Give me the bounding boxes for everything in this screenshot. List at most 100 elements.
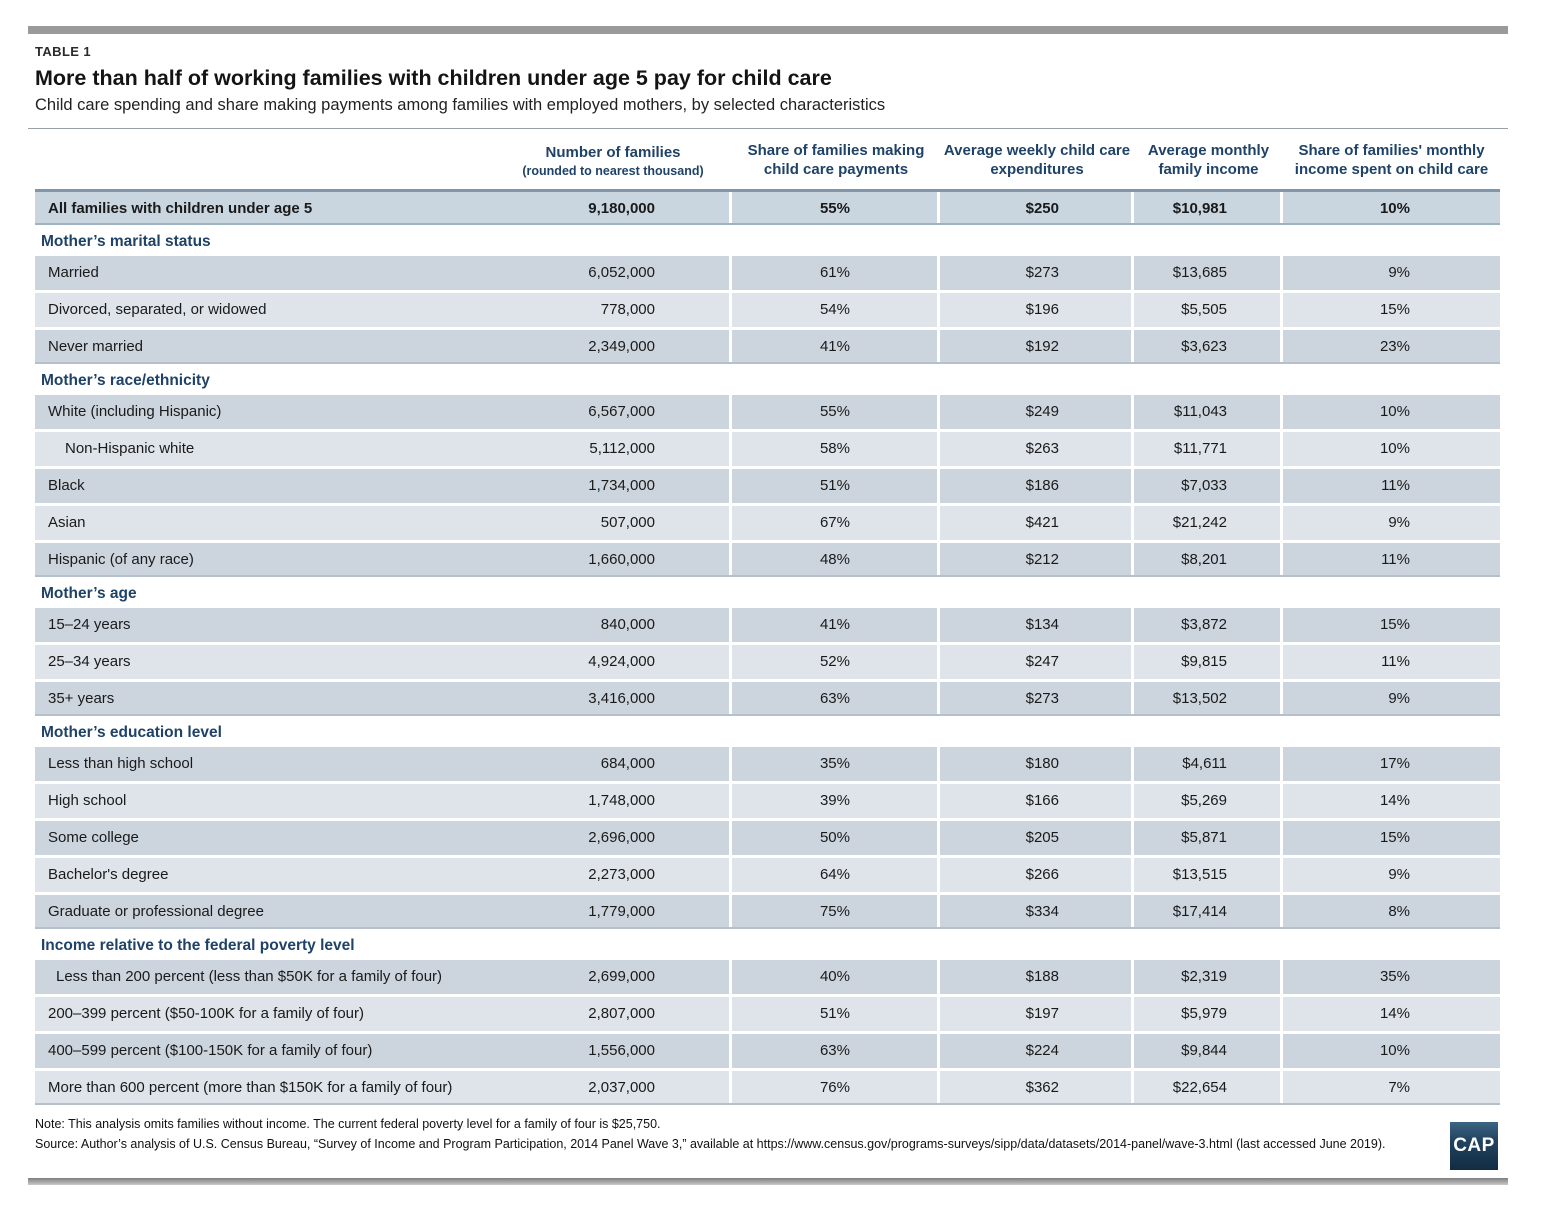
column-header-weekly-expenditures: Average weekly child care expenditures (943, 142, 1131, 179)
row-label: Never married (48, 338, 144, 356)
column-header-number-of-families: Number of families (rounded to nearest t… (494, 143, 732, 179)
cell-share-making-payments: 51% (732, 469, 940, 504)
cell-income-share-on-care: 9% (1388, 866, 1410, 884)
cell-number-of-families: 840,000 (494, 608, 732, 643)
bottom-divider-bar (28, 1178, 1508, 1185)
cell-weekly-expenditures: $273 (940, 256, 1134, 291)
table-row: Divorced, separated, or widowed 778,000 54… (35, 293, 1500, 328)
cell-income-share-on-care: 15% (1379, 301, 1410, 319)
row-label: Non-Hispanic white (65, 440, 195, 458)
cell-monthly-income: $13,515 (1134, 858, 1283, 893)
cell-number-of-families: 1,556,000 (494, 1034, 732, 1069)
cell-monthly-income: $9,844 (1134, 1034, 1283, 1069)
cell-weekly-expenditures: $212 (940, 543, 1134, 576)
cell-weekly-expenditures: $197 (940, 997, 1134, 1032)
table-row: Hispanic (of any race) 1,660,000 48% $212 $8… (35, 543, 1500, 578)
cell-monthly-income: $4,611 (1134, 747, 1283, 782)
cell-weekly-expenditures: $205 (940, 821, 1134, 856)
cell-number-of-families: 5,112,000 (494, 432, 732, 467)
table-header-row: Number of families (rounded to nearest t… (35, 129, 1500, 189)
table-row: Black 1,734,000 51% $186 $7,033 11% (35, 469, 1500, 504)
cell-weekly-expenditures: $186 (940, 469, 1134, 504)
table-row: Married 6,052,000 61% $273 $13,685 9% (35, 256, 1500, 291)
cell-monthly-income: $11,043 (1134, 395, 1283, 430)
cell-share-making-payments: 51% (732, 997, 940, 1032)
cell-income-share-on-care: 11% (1381, 653, 1410, 671)
column-header-share-making-payments: Share of families making child care paym… (747, 142, 925, 179)
cell-income-share-on-care: 10% (1379, 200, 1410, 218)
row-label: Graduate or professional degree (48, 903, 264, 921)
cell-weekly-expenditures: $250 (940, 192, 1134, 224)
cell-weekly-expenditures: $192 (940, 330, 1134, 363)
cell-number-of-families: 4,924,000 (494, 645, 732, 680)
table-row: Some college 2,696,000 50% $205 $5,871 15% (35, 821, 1500, 856)
table-row: 200–399 percent ($50-100K for a family o… (35, 997, 1500, 1032)
table-row: High school 1,748,000 39% $166 $5,269 14% (35, 784, 1500, 819)
cell-share-making-payments: 41% (732, 608, 940, 643)
cell-share-making-payments: 67% (732, 506, 940, 541)
cell-income-share-on-care: 8% (1388, 903, 1410, 921)
cell-number-of-families: 2,696,000 (494, 821, 732, 856)
cell-number-of-families: 778,000 (494, 293, 732, 328)
row-label: All families with children under age 5 (48, 200, 313, 218)
cell-number-of-families: 2,349,000 (494, 330, 732, 363)
cell-weekly-expenditures: $266 (940, 858, 1134, 893)
row-label: More than 600 percent (more than $150K f… (48, 1079, 453, 1097)
column-header-label: Number of families (545, 144, 681, 162)
cell-income-share-on-care: 7% (1388, 1079, 1410, 1097)
cell-income-share-on-care: 10% (1379, 403, 1410, 421)
cell-share-making-payments: 76% (732, 1071, 940, 1104)
cell-monthly-income: $7,033 (1134, 469, 1283, 504)
cell-weekly-expenditures: $196 (940, 293, 1134, 328)
cell-monthly-income: $8,201 (1134, 543, 1283, 576)
table-row: 25–34 years 4,924,000 52% $247 $9,815 11% (35, 645, 1500, 680)
cell-monthly-income: $5,871 (1134, 821, 1283, 856)
cell-share-making-payments: 52% (732, 645, 940, 680)
cell-number-of-families: 2,699,000 (494, 960, 732, 995)
cell-weekly-expenditures: $249 (940, 395, 1134, 430)
table-row: Bachelor's degree 2,273,000 64% $266 $13,515… (35, 858, 1500, 893)
cell-income-share-on-care: 10% (1379, 440, 1410, 458)
row-label: Hispanic (of any race) (48, 551, 194, 569)
row-label: 35+ years (48, 690, 115, 708)
row-label: Bachelor's degree (48, 866, 169, 884)
table-row: Graduate or professional degree 1,779,000… (35, 895, 1500, 930)
cell-monthly-income: $17,414 (1134, 895, 1283, 928)
cell-number-of-families: 2,037,000 (494, 1071, 732, 1104)
cell-monthly-income: $22,654 (1134, 1071, 1283, 1104)
section-header: Mother’s age (41, 585, 137, 603)
cell-share-making-payments: 35% (732, 747, 940, 782)
cell-weekly-expenditures: $180 (940, 747, 1134, 782)
cell-number-of-families: 507,000 (494, 506, 732, 541)
page-title: More than half of working families with … (35, 66, 832, 90)
section-header: Mother’s marital status (41, 233, 211, 251)
cell-number-of-families: 2,273,000 (494, 858, 732, 893)
cell-weekly-expenditures: $421 (940, 506, 1134, 541)
cell-share-making-payments: 50% (732, 821, 940, 856)
cell-share-making-payments: 64% (732, 858, 940, 893)
table-row: Less than 200 percent (less than $50K fo… (35, 960, 1500, 995)
row-label: Less than high school (48, 755, 194, 773)
cell-weekly-expenditures: $247 (940, 645, 1134, 680)
cell-share-making-payments: 55% (732, 395, 940, 430)
column-header-monthly-income: Average monthly family income (1147, 142, 1270, 179)
table-number-label: TABLE 1 (35, 44, 92, 59)
cell-share-making-payments: 48% (732, 543, 940, 576)
cell-number-of-families: 1,734,000 (494, 469, 732, 504)
table-sections: Mother’s marital status Married 6,052,000 6… (35, 225, 1500, 1106)
cell-share-making-payments: 41% (732, 330, 940, 363)
cell-monthly-income: $5,979 (1134, 997, 1283, 1032)
cell-income-share-on-care: 9% (1388, 264, 1410, 282)
column-header-income-share-on-care: Share of families' monthly income spent … (1294, 142, 1489, 179)
cell-monthly-income: $13,685 (1134, 256, 1283, 291)
cell-monthly-income: $9,815 (1134, 645, 1283, 680)
row-label: Married (48, 264, 99, 282)
page-subtitle: Child care spending and share making pay… (35, 96, 886, 114)
all-families-row: All families with children under age 5 9… (35, 189, 1500, 226)
cell-income-share-on-care: 14% (1379, 1005, 1410, 1023)
row-label: Less than 200 percent (less than $50K fo… (56, 968, 443, 986)
cell-share-making-payments: 61% (732, 256, 940, 291)
cell-income-share-on-care: 9% (1388, 690, 1410, 708)
cell-income-share-on-care: 10% (1379, 1042, 1410, 1060)
cell-number-of-families: 9,180,000 (494, 192, 732, 224)
